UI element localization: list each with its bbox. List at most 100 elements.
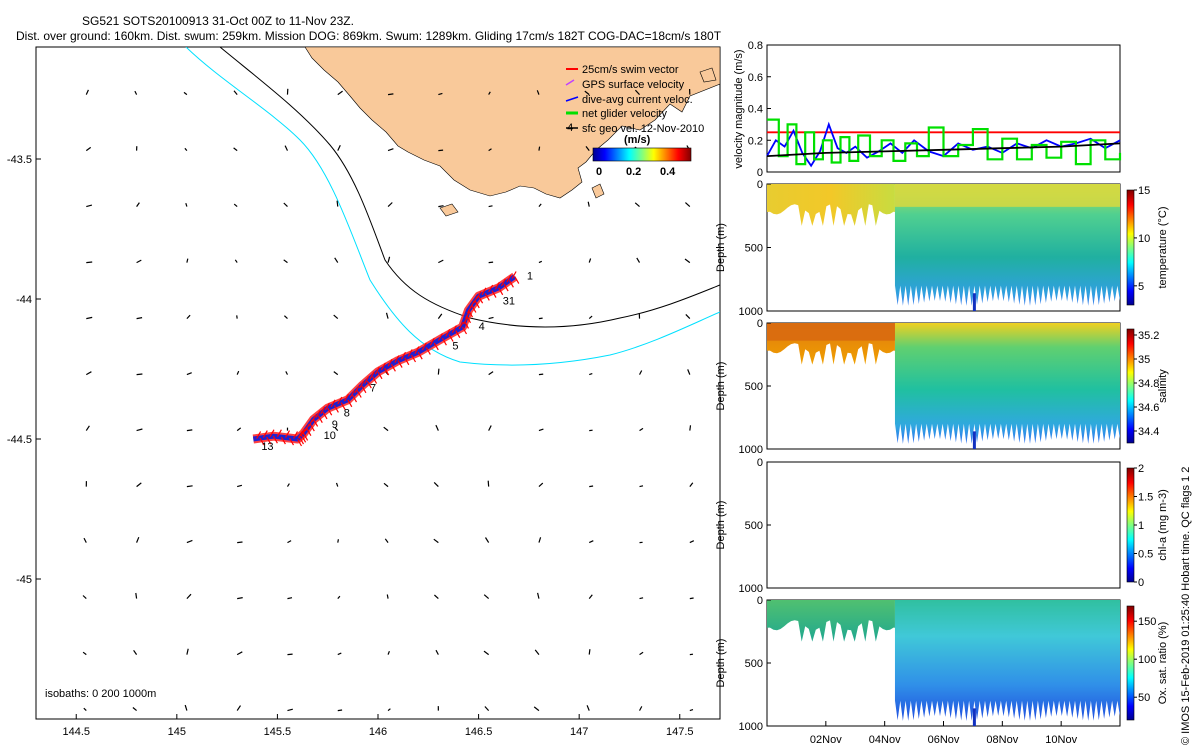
legend-gps-label: GPS surface velocity [582, 79, 685, 91]
current-vector-arrow [334, 257, 339, 263]
swim-vector [384, 367, 390, 376]
current-vector-arrow [639, 427, 644, 432]
section-data-deep [894, 600, 1120, 721]
current-vector-arrow [336, 200, 339, 207]
section-panel-salinity: 0 500 1000 Depth (m) 35.2 35 34.8 34.6 34.4 salin… [715, 318, 1169, 456]
section-panel-temperature: 0 500 1000 Depth (m) 15 10 5 temperature (°C) [715, 179, 1169, 318]
swim-vector [262, 430, 268, 438]
current-vector-arrow [488, 425, 492, 431]
velocity-ytick-label: 0.6 [748, 72, 763, 84]
swim-vector [364, 376, 370, 384]
swim-vector [397, 360, 403, 368]
current-vector-arrow [584, 90, 590, 96]
swim-vector [322, 411, 328, 420]
current-vector-arrow [184, 147, 188, 151]
swim-vector [308, 419, 314, 427]
current-vector-arrow [237, 597, 243, 600]
legend-geo-label: sfc geo vel. 12-Nov-2010 [582, 123, 704, 135]
current-vector-arrow [639, 706, 643, 711]
current-vector-arrow [484, 537, 490, 543]
swim-vector [511, 271, 517, 279]
swim-vector [292, 431, 299, 439]
swim-vector [299, 428, 306, 437]
current-vector-arrow [287, 597, 293, 600]
section-ytick-label: 500 [745, 381, 763, 393]
swim-vector [372, 376, 378, 384]
current-vector-arrow [233, 203, 238, 208]
current-vector-arrow [588, 315, 593, 320]
day-label: 1 [527, 270, 533, 282]
current-vector-arrow [186, 429, 193, 432]
swim-vector [256, 431, 262, 439]
speed-colorbar-tick: 0.2 [626, 166, 641, 178]
current-vector-arrow [687, 369, 691, 375]
current-vector-arrow [132, 707, 137, 712]
section-colorbar [1126, 328, 1135, 444]
current-vector-arrow [287, 708, 293, 712]
velocity-series-dive-avg-current [766, 121, 1121, 168]
current-vector-arrow [383, 482, 389, 488]
current-vector-arrow [285, 371, 289, 375]
swim-vector [340, 402, 346, 410]
colorbar-tick-label: 35.2 [1138, 330, 1159, 342]
current-vector-arrow [435, 649, 439, 655]
swim-vector [464, 311, 471, 319]
speed-colorbar-title: (m/s) [624, 134, 651, 146]
section-ylabel: Depth (m) [715, 501, 727, 550]
current-vector-arrow [488, 316, 494, 320]
swim-vector [445, 329, 451, 337]
current-vector-arrow [236, 651, 243, 656]
swim-vector [315, 410, 321, 418]
swim-vector [465, 315, 472, 324]
time-tick-label: 06Nov [928, 734, 960, 746]
current-vector-arrow [287, 653, 293, 656]
current-vector-arrow [685, 313, 691, 320]
current-vector-arrow [186, 593, 192, 600]
swim-vector [474, 300, 480, 309]
current-vector-field [82, 88, 695, 712]
current-vector-arrow [433, 594, 439, 600]
current-vector-arrow [684, 202, 691, 208]
current-vector-arrow [684, 258, 691, 264]
time-axis: 02Nov 04Nov 06Nov 08Nov 10Nov [810, 721, 1078, 746]
swim-vector [276, 429, 282, 437]
title-line-1: SG521 SOTS20100913 31-Oct 00Z to 11-Nov … [82, 14, 354, 28]
swim-vector [471, 305, 477, 313]
velocity-ytick-label: 0.8 [748, 40, 763, 52]
section-ytick-label: 500 [745, 520, 763, 532]
current-vector-arrow [133, 649, 138, 655]
day-label: 13 [261, 441, 273, 453]
swim-vector [400, 351, 407, 360]
current-vector-arrow [538, 373, 544, 376]
current-vector-arrow [283, 259, 288, 264]
section-data-shallow [767, 184, 895, 226]
swim-vector [313, 419, 319, 427]
swim-vector [478, 295, 484, 304]
current-vector-arrow [284, 145, 289, 151]
legend-dac-swatch [565, 96, 579, 102]
swim-vector [481, 287, 487, 296]
current-vector-arrow [234, 259, 238, 263]
map-xtick-label: 147.5 [666, 726, 694, 738]
island [591, 183, 605, 199]
current-vector-arrow [484, 706, 490, 712]
colorbar-tick-label: 35 [1138, 354, 1150, 366]
swim-vector [354, 385, 360, 394]
swim-vector [320, 406, 326, 415]
section-surface-layer [767, 323, 895, 341]
current-vector-arrow [385, 312, 389, 319]
current-vector-arrow [587, 201, 590, 207]
swim-vector [461, 326, 468, 335]
swim-vector [421, 342, 427, 351]
swim-vector [356, 390, 362, 398]
swim-vector [394, 355, 400, 363]
swim-vector [467, 309, 474, 318]
swim-vector [304, 423, 310, 432]
current-vector-arrow [82, 595, 87, 600]
current-vector-arrow [534, 649, 540, 655]
current-vector-arrow [337, 539, 339, 543]
section-panel-oxygen: 0 500 1000 Depth (m) 150 100 50 Ox. sat. ratio … [715, 595, 1169, 733]
swim-vector [302, 427, 308, 435]
velocity-ytick-label: 0 [757, 167, 763, 179]
